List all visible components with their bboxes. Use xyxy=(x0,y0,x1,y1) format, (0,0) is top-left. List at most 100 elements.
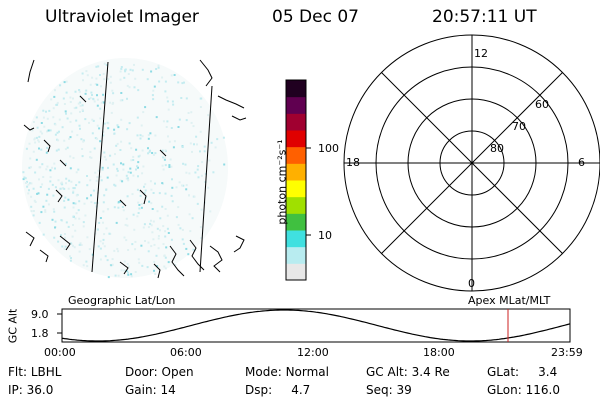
mlt-label-12: 12 xyxy=(474,47,488,60)
emission-speck xyxy=(49,176,52,179)
emission-speck xyxy=(123,260,126,263)
emission-speck xyxy=(64,245,67,248)
emission-speck xyxy=(132,155,135,158)
emission-speck xyxy=(127,171,130,174)
emission-speck xyxy=(35,136,38,139)
emission-speck xyxy=(22,178,25,181)
emission-speck xyxy=(102,131,105,134)
mlt-label-0: 0 xyxy=(468,277,475,290)
emission-speck xyxy=(185,247,188,250)
emission-speck xyxy=(147,137,150,140)
emission-speck xyxy=(103,245,106,248)
emission-speck xyxy=(44,209,47,212)
emission-speck xyxy=(192,125,195,128)
emission-speck xyxy=(123,236,126,239)
emission-speck xyxy=(85,70,88,73)
emission-speck xyxy=(37,139,40,142)
emission-speck xyxy=(196,168,199,171)
emission-speck xyxy=(136,215,139,218)
emission-speck xyxy=(151,208,154,210)
emission-speck xyxy=(93,147,96,150)
emission-speck xyxy=(171,178,173,181)
emission-speck xyxy=(126,97,128,100)
emission-speck xyxy=(46,146,49,149)
emission-speck xyxy=(37,192,40,195)
emission-speck xyxy=(139,137,142,140)
emission-speck xyxy=(200,237,203,239)
emission-speck xyxy=(143,223,146,226)
emission-speck xyxy=(77,102,80,105)
emission-speck xyxy=(125,217,128,220)
emission-speck xyxy=(127,271,130,274)
emission-speck xyxy=(52,194,55,197)
emission-speck xyxy=(166,214,169,217)
emission-speck xyxy=(120,66,123,68)
emission-speck xyxy=(91,94,93,96)
emission-speck xyxy=(69,259,72,262)
emission-speck xyxy=(103,62,106,65)
emission-speck xyxy=(95,179,98,182)
emission-speck xyxy=(61,183,64,186)
emission-speck xyxy=(161,182,164,185)
emission-speck xyxy=(144,106,147,109)
emission-speck xyxy=(103,155,106,158)
polar-grid xyxy=(343,34,600,292)
emission-speck xyxy=(174,264,177,266)
emission-speck xyxy=(148,200,151,203)
emission-speck xyxy=(114,153,116,156)
emission-speck xyxy=(190,111,193,114)
emission-speck xyxy=(119,78,122,81)
emission-speck xyxy=(119,70,122,73)
emission-speck xyxy=(54,133,57,136)
emission-speck xyxy=(84,118,87,121)
emission-speck xyxy=(54,89,56,92)
emission-speck xyxy=(169,158,172,161)
emission-speck xyxy=(67,225,70,228)
emission-speck xyxy=(57,148,60,151)
lat-label-60: 60 xyxy=(535,98,549,111)
emission-speck xyxy=(214,146,217,149)
info-gain: Gain: 14 xyxy=(125,383,176,397)
emission-speck xyxy=(90,91,93,94)
emission-speck xyxy=(188,172,191,175)
emission-speck xyxy=(88,248,91,251)
emission-speck xyxy=(31,129,34,132)
emission-speck xyxy=(164,80,167,83)
emission-speck xyxy=(138,204,141,206)
emission-speck xyxy=(102,242,104,245)
emission-speck xyxy=(36,126,39,129)
emission-speck xyxy=(163,254,166,257)
emission-speck xyxy=(122,168,125,171)
emission-speck xyxy=(135,168,137,171)
emission-speck xyxy=(157,64,160,67)
emission-speck xyxy=(175,216,178,219)
color-bar-swatches xyxy=(286,80,306,281)
earth-disk xyxy=(22,58,228,278)
emission-speck xyxy=(114,184,117,187)
emission-speck xyxy=(147,152,150,155)
emission-speck xyxy=(72,224,74,226)
emission-speck xyxy=(78,250,81,253)
emission-speck xyxy=(181,146,184,148)
emission-speck xyxy=(137,201,140,204)
emission-speck xyxy=(147,241,150,244)
emission-speck xyxy=(94,83,97,86)
emission-speck xyxy=(65,80,68,83)
emission-speck xyxy=(105,188,108,191)
emission-speck xyxy=(65,112,67,115)
emission-speck xyxy=(79,242,82,245)
emission-speck xyxy=(84,214,87,217)
emission-speck xyxy=(102,238,105,241)
emission-speck xyxy=(59,84,62,87)
emission-speck xyxy=(104,255,107,258)
emission-speck xyxy=(75,212,78,215)
emission-speck xyxy=(97,65,100,68)
emission-speck xyxy=(106,259,109,262)
emission-speck xyxy=(152,220,155,223)
emission-speck xyxy=(162,168,165,171)
emission-speck xyxy=(60,181,63,184)
emission-speck xyxy=(100,179,103,182)
orbit-xtick-0600: 06:00 xyxy=(170,346,202,359)
uv-image xyxy=(22,58,247,279)
emission-speck xyxy=(138,261,141,264)
